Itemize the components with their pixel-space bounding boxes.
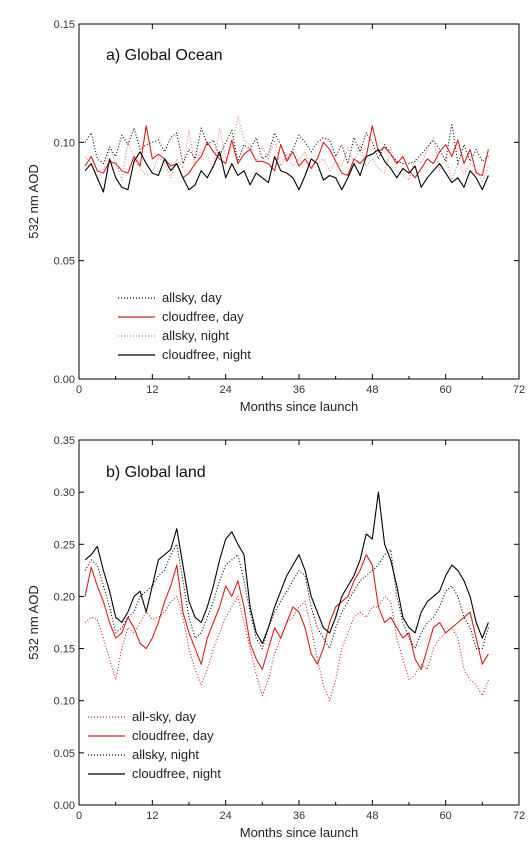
ocean-x-tick-label: 0 — [76, 384, 82, 396]
ocean-y-tick-label: 0.15 — [54, 19, 75, 31]
land-legend-label-2: allsky, night — [132, 747, 199, 762]
land-legend-label-3: cloudfree, night — [132, 766, 221, 781]
land-y-tick-label: 0.35 — [54, 435, 75, 447]
land-series-line-3 — [84, 491, 489, 644]
land-x-tick-label: 0 — [76, 810, 82, 822]
land-x-tick-label: 36 — [293, 810, 305, 822]
ocean-series-line-3 — [84, 148, 489, 193]
ocean-legend-label-1: cloudfree, day — [162, 309, 244, 324]
ocean-series-line-1 — [84, 125, 489, 179]
land-x-tick-label: 48 — [366, 810, 378, 822]
land-panel: 0 12 24 36 48 60 72 0.00 0.05 0.10 0.15 0.20 0.25 0.3… — [26, 435, 525, 840]
ocean-x-tick-label: 60 — [440, 384, 452, 396]
ocean-legend-label-2: allsky, night — [162, 328, 229, 343]
ocean-x-tick-label: 48 — [366, 384, 378, 396]
ocean-legend-label-0: allsky, day — [162, 290, 222, 305]
ocean-x-tick-label: 24 — [220, 384, 232, 396]
land-y-tick-label: 0.25 — [54, 539, 75, 551]
ocean-x-tick-label: 12 — [146, 384, 158, 396]
land-x-tick-label: 12 — [146, 810, 158, 822]
ocean-x-tick-label: 36 — [293, 384, 305, 396]
ocean-x-axis-title: Months since launch — [240, 399, 359, 414]
ocean-y-tick-label: 0.10 — [54, 137, 75, 149]
land-panel-title: b) Global land — [106, 464, 206, 481]
land-x-axis-title: Months since launch — [240, 825, 359, 840]
ocean-y-axis-title: 532 nm AOD — [26, 164, 41, 238]
land-series-line-2 — [84, 543, 489, 650]
land-y-tick-label: 0.00 — [54, 800, 75, 812]
ocean-x-tick-label: 72 — [513, 384, 525, 396]
ocean-plot-frame — [78, 23, 520, 380]
ocean-panel-title: a) Global Ocean — [106, 47, 223, 64]
land-x-tick-label: 72 — [513, 810, 525, 822]
land-legend-label-0: all-sky, day — [132, 709, 197, 724]
ocean-y-tick-label: 0.00 — [54, 374, 75, 386]
land-x-tick-label: 60 — [440, 810, 452, 822]
land-y-tick-label: 0.20 — [54, 591, 75, 603]
land-series-line-1 — [84, 554, 489, 670]
ocean-legend-label-3: cloudfree, night — [162, 347, 251, 362]
land-y-tick-label: 0.10 — [54, 696, 75, 708]
land-x-tick-label: 24 — [220, 810, 232, 822]
land-y-tick-label: 0.05 — [54, 748, 75, 760]
ocean-panel: 0 12 24 36 48 60 72 0.00 0.05 0.10 0.15 Months sinc… — [26, 19, 525, 414]
land-y-tick-label: 0.15 — [54, 644, 75, 656]
land-y-axis-title: 532 nm AOD — [26, 585, 41, 659]
ocean-y-tick-label: 0.05 — [54, 256, 75, 268]
land-legend-label-1: cloudfree, day — [132, 728, 214, 743]
land-series-line-0 — [84, 595, 489, 702]
land-y-tick-label: 0.30 — [54, 487, 75, 499]
